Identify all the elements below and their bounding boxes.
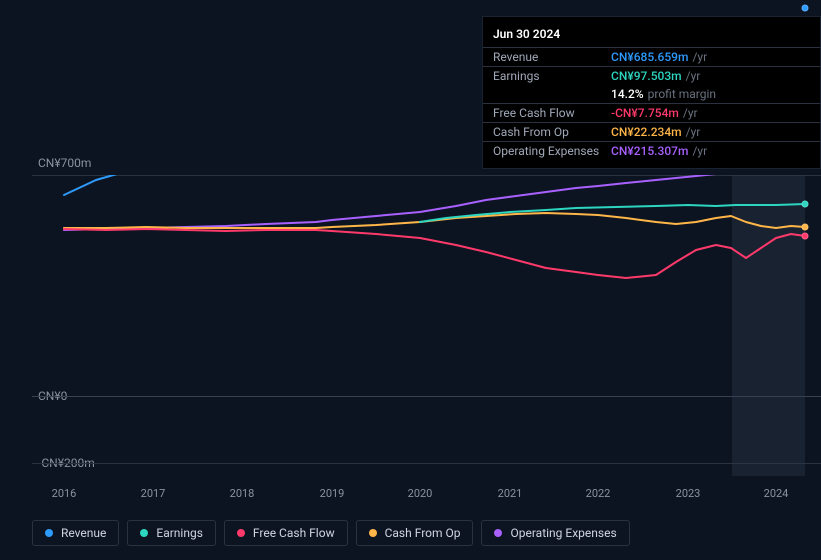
- tooltip-metric-unit: /yr: [692, 144, 707, 158]
- legend-item-earnings[interactable]: Earnings: [127, 520, 216, 546]
- series-end-marker: [802, 224, 809, 231]
- x-axis-label: 2017: [141, 487, 166, 500]
- x-axis-label: 2022: [586, 487, 611, 500]
- legend-item-fcf[interactable]: Free Cash Flow: [224, 520, 348, 546]
- chart-tooltip: Jun 30 2024 RevenueCN¥685.659m/yrEarning…: [482, 16, 821, 169]
- tooltip-date: Jun 30 2024: [483, 25, 820, 47]
- x-axis-label: 2018: [230, 487, 255, 500]
- series-end-marker: [802, 5, 809, 12]
- legend-label: Earnings: [156, 526, 203, 540]
- tooltip-metric-label: Earnings: [493, 69, 611, 83]
- tooltip-metric-value: -CN¥7.754m: [611, 106, 679, 120]
- y-axis-label: CN¥700m: [38, 156, 91, 170]
- x-axis-label: 2019: [320, 487, 345, 500]
- x-axis-label: 2023: [676, 487, 701, 500]
- tooltip-sub-text: profit margin: [648, 87, 716, 101]
- series-end-marker: [802, 233, 809, 240]
- x-axis-label: 2021: [498, 487, 523, 500]
- tooltip-metric-value: CN¥685.659m: [611, 50, 688, 64]
- tooltip-metric-value: CN¥22.234m: [611, 125, 682, 139]
- legend-label: Cash From Op: [385, 526, 461, 540]
- legend-dot-icon: [369, 529, 377, 537]
- tooltip-subrow: 14.2% profit margin: [483, 85, 820, 103]
- plot-area[interactable]: [32, 175, 821, 476]
- tooltip-metric-label: Operating Expenses: [493, 144, 611, 158]
- legend-label: Operating Expenses: [510, 526, 616, 540]
- tooltip-metric-unit: /yr: [686, 125, 701, 139]
- legend-dot-icon: [45, 529, 53, 537]
- legend-dot-icon: [494, 529, 502, 537]
- tooltip-metric-value: CN¥97.503m: [611, 69, 682, 83]
- legend-dot-icon: [237, 529, 245, 537]
- legend-label: Revenue: [61, 526, 106, 540]
- financial-chart: Jun 30 2024 RevenueCN¥685.659m/yrEarning…: [16, 0, 805, 560]
- series-end-marker: [802, 201, 809, 208]
- legend-dot-icon: [140, 529, 148, 537]
- legend-item-revenue[interactable]: Revenue: [32, 520, 119, 546]
- tooltip-metric-label: Free Cash Flow: [493, 106, 611, 120]
- legend-item-opex[interactable]: Operating Expenses: [481, 520, 629, 546]
- tooltip-metric-unit: /yr: [683, 106, 698, 120]
- tooltip-metric-label: Cash From Op: [493, 125, 611, 139]
- tooltip-row: Operating ExpensesCN¥215.307m/yr: [483, 141, 820, 160]
- tooltip-row: Cash From OpCN¥22.234m/yr: [483, 122, 820, 141]
- tooltip-sub-value: 14.2%: [611, 87, 644, 101]
- legend-item-cfo[interactable]: Cash From Op: [356, 520, 474, 546]
- x-axis-label: 2016: [52, 487, 77, 500]
- legend-label: Free Cash Flow: [253, 526, 335, 540]
- tooltip-metric-unit: /yr: [686, 69, 701, 83]
- chart-lines: [32, 175, 821, 476]
- tooltip-row: EarningsCN¥97.503m/yr: [483, 66, 820, 85]
- legend: Revenue Earnings Free Cash Flow Cash From O…: [32, 520, 630, 546]
- tooltip-metric-unit: /yr: [692, 50, 707, 64]
- tooltip-row: RevenueCN¥685.659m/yr: [483, 47, 820, 66]
- tooltip-metric-value: CN¥215.307m: [611, 144, 688, 158]
- tooltip-metric-label: Revenue: [493, 50, 611, 64]
- tooltip-row: Free Cash Flow-CN¥7.754m/yr: [483, 103, 820, 122]
- x-axis-label: 2024: [764, 487, 789, 500]
- x-axis-label: 2020: [408, 487, 433, 500]
